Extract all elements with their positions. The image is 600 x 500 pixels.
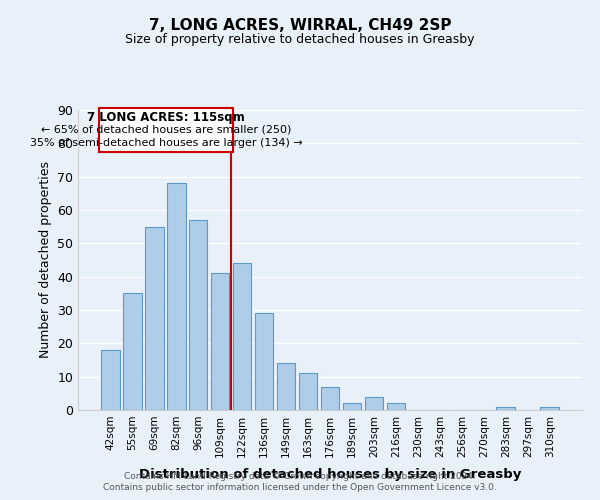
Text: Contains HM Land Registry data © Crown copyright and database right 2024.: Contains HM Land Registry data © Crown c… (124, 472, 476, 481)
Bar (167, 184, 185, 410)
X-axis label: Distribution of detached houses by size in Greasby: Distribution of detached houses by size … (139, 468, 521, 481)
Bar (189, 220, 208, 410)
Bar (211, 274, 229, 410)
Bar (365, 396, 383, 410)
Bar (123, 294, 142, 410)
Y-axis label: Number of detached properties: Number of detached properties (38, 162, 52, 358)
Bar (496, 406, 515, 410)
Bar (233, 264, 251, 410)
Bar (145, 226, 164, 410)
Bar (343, 404, 361, 410)
Bar (386, 404, 405, 410)
Text: 35% of semi-detached houses are larger (134) →: 35% of semi-detached houses are larger (… (29, 138, 302, 147)
Text: 7 LONG ACRES: 115sqm: 7 LONG ACRES: 115sqm (87, 111, 245, 124)
Text: Contains public sector information licensed under the Open Government Licence v3: Contains public sector information licen… (103, 484, 497, 492)
Bar (255, 314, 274, 410)
FancyBboxPatch shape (99, 108, 233, 152)
Text: ← 65% of detached houses are smaller (250): ← 65% of detached houses are smaller (25… (41, 125, 291, 135)
Bar (277, 364, 295, 410)
Bar (101, 350, 119, 410)
Text: 7, LONG ACRES, WIRRAL, CH49 2SP: 7, LONG ACRES, WIRRAL, CH49 2SP (149, 18, 451, 32)
Text: Size of property relative to detached houses in Greasby: Size of property relative to detached ho… (125, 32, 475, 46)
Bar (320, 386, 340, 410)
Bar (299, 374, 317, 410)
Bar (541, 406, 559, 410)
